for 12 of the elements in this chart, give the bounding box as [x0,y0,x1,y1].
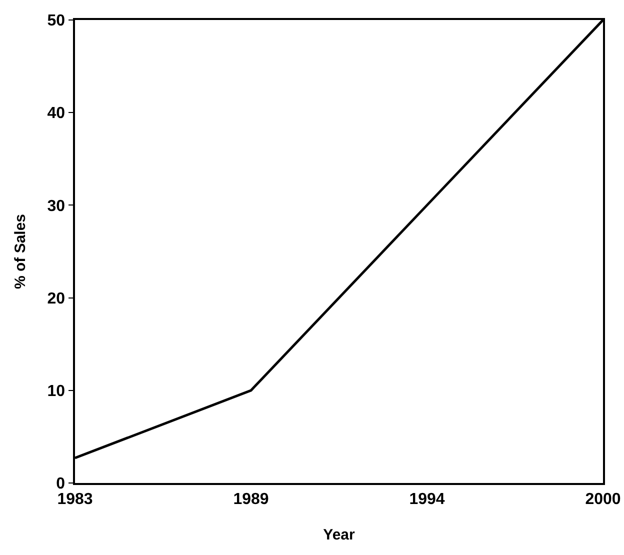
x-tick-label: 2000 [585,490,621,508]
x-tick-label: 1989 [233,490,269,508]
y-tick-label: 40 [47,105,66,122]
y-tick-label: 20 [47,290,66,308]
x-axis-title: Year [323,526,356,544]
y-tick-label: 0 [56,476,66,493]
x-tick-label: 1983 [57,490,93,508]
y-axis-title: % of Sales [12,214,30,290]
y-tick-label: 50 [47,12,66,30]
x-tick-label: 1994 [409,490,445,508]
y-tick-label: 30 [47,198,66,215]
y-tick-label: 10 [47,383,66,400]
